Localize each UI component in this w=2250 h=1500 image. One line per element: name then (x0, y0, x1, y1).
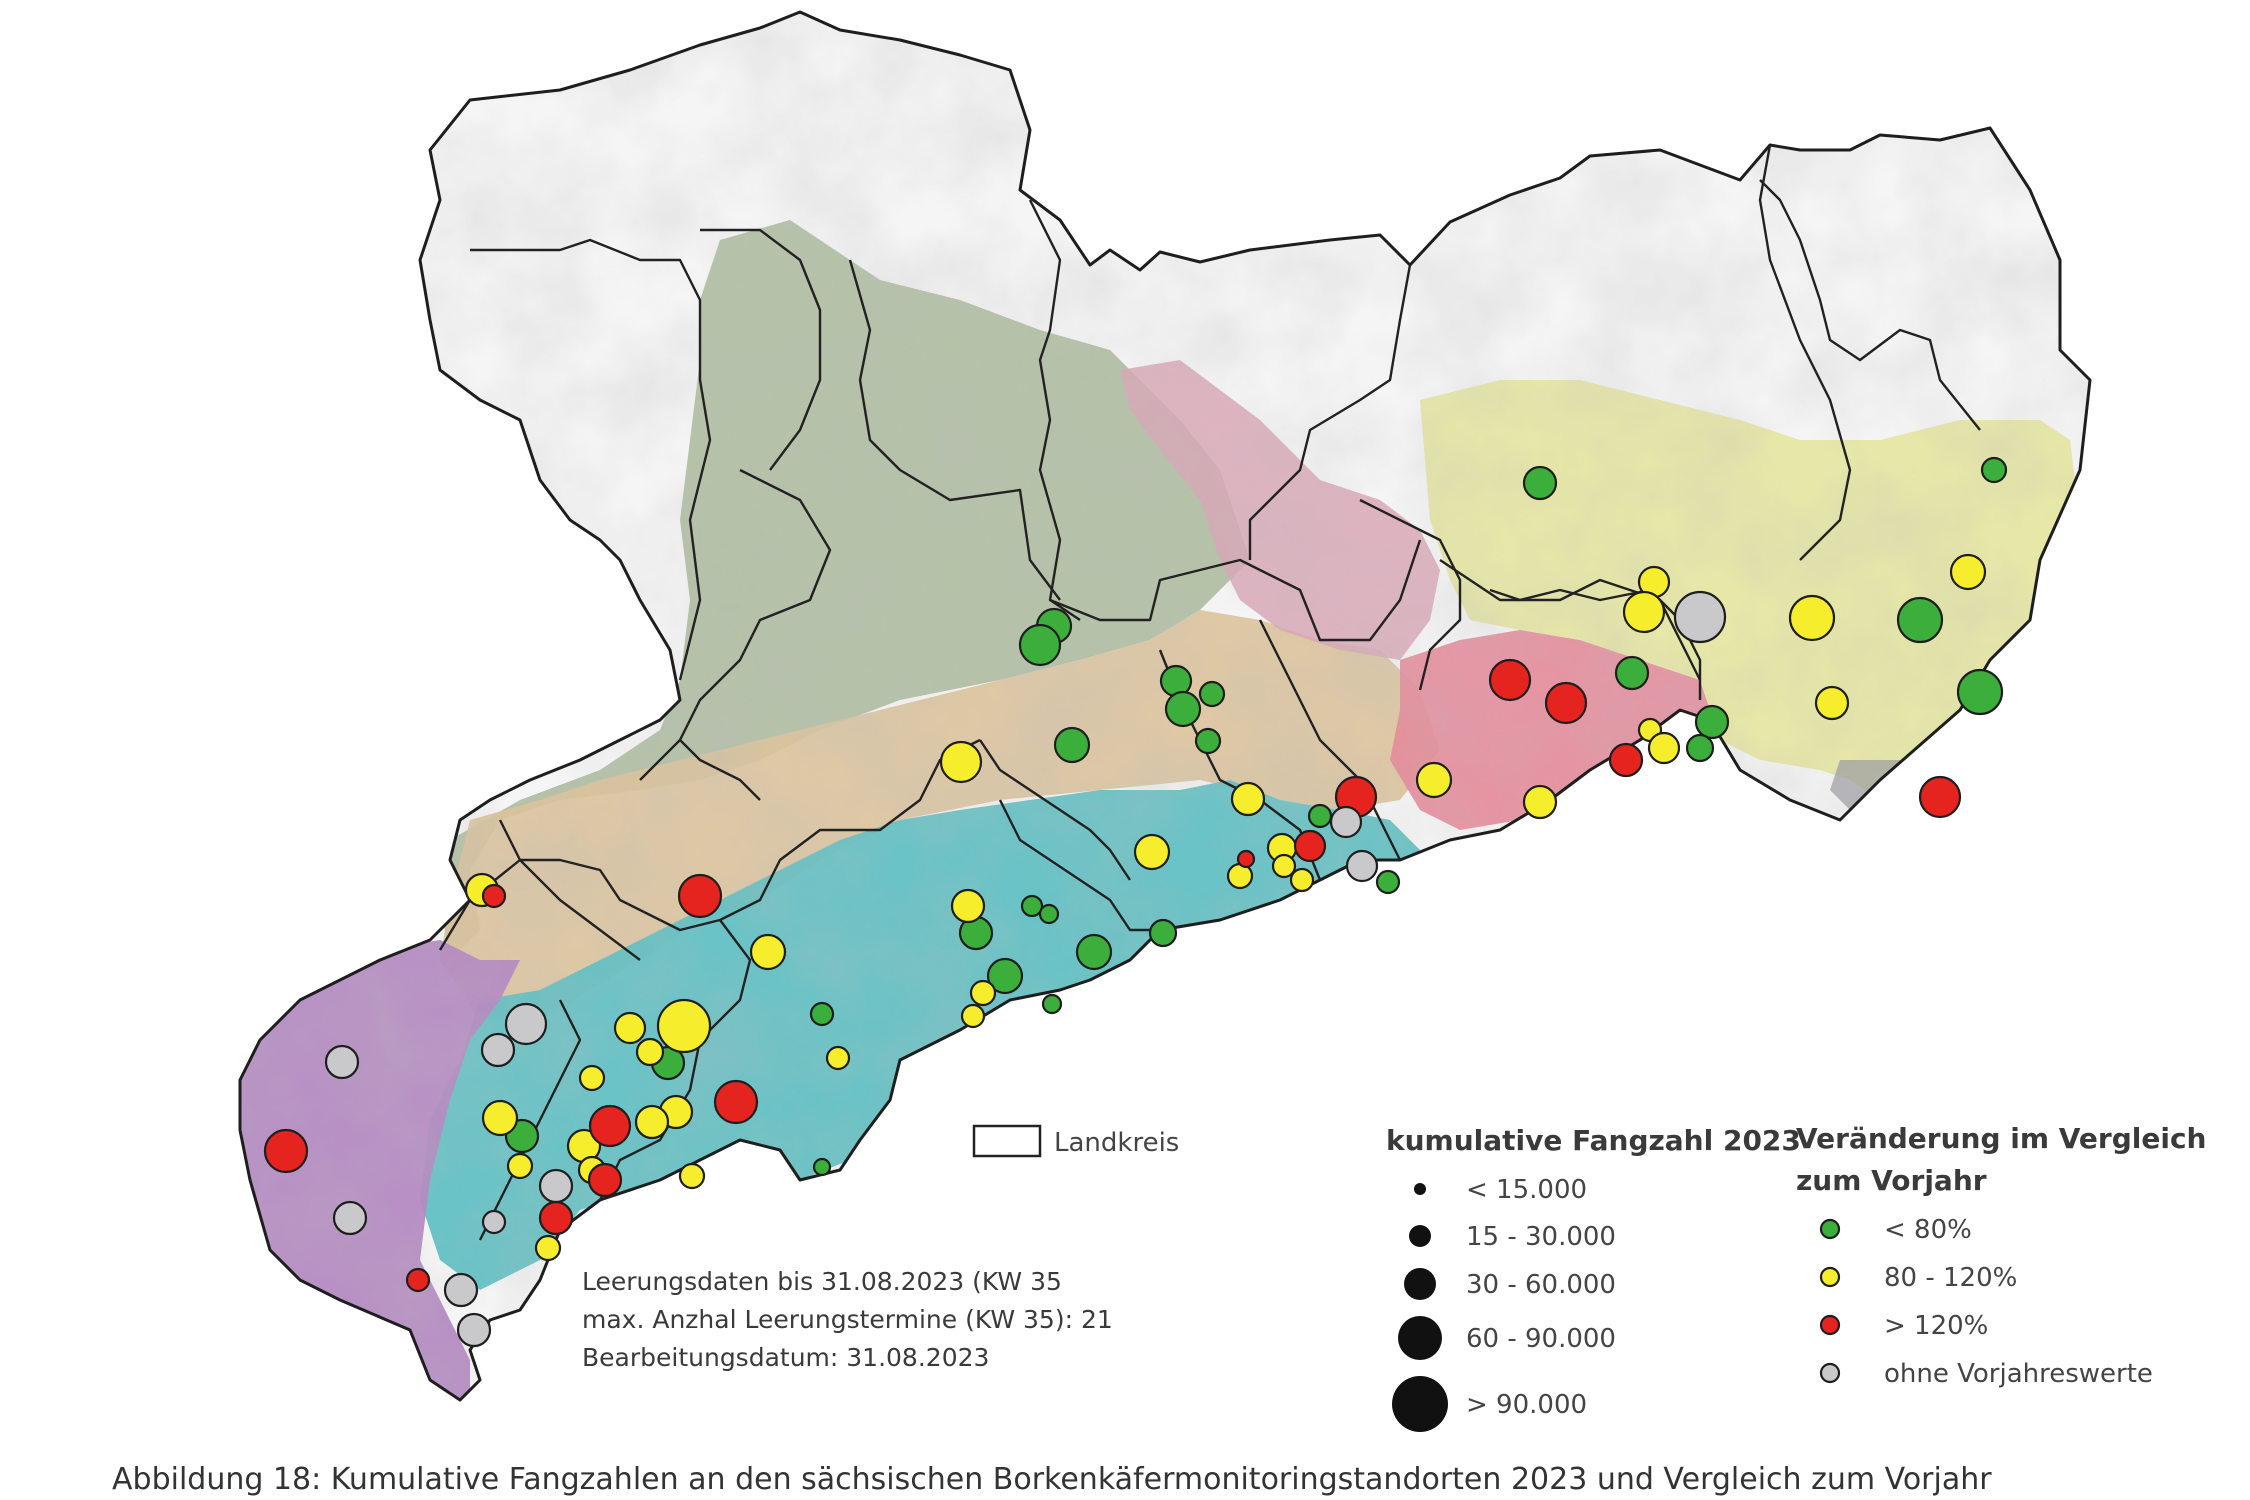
color-legend: Veränderung im Vergleich zum Vorjahr < 8… (1796, 1122, 2206, 1389)
color-swatch-grey (1819, 1362, 1841, 1384)
size-class-5: > 90.000 (1466, 1390, 1587, 1420)
landkreis-swatch (972, 1124, 1042, 1158)
landkreis-label: Landkreis (1054, 1128, 1179, 1158)
figure-caption: Abbildung 18: Kumulative Fangzahlen an d… (112, 1462, 1992, 1497)
size-symbol-1 (1414, 1183, 1426, 1195)
size-symbol-4 (1398, 1316, 1442, 1360)
color-class-4: ohne Vorjahreswerte (1884, 1359, 2153, 1389)
size-symbol-3 (1404, 1268, 1436, 1300)
color-class-2: 80 - 120% (1884, 1263, 2017, 1293)
size-class-1: < 15.000 (1466, 1175, 1587, 1205)
color-class-3: > 120% (1884, 1311, 1988, 1341)
color-legend-title-2: zum Vorjahr (1796, 1164, 1987, 1197)
color-swatch-green (1819, 1218, 1841, 1240)
size-class-3: 30 - 60.000 (1466, 1270, 1616, 1300)
size-class-2: 15 - 30.000 (1466, 1222, 1616, 1252)
info-text: Leerungsdaten bis 31.08.2023 (KW 35 max.… (582, 1267, 1113, 1372)
district-borders (438, 144, 1981, 1241)
state-outline (238, 10, 2092, 1402)
color-legend-title-1: Veränderung im Vergleich (1796, 1122, 2206, 1155)
info-line-3: Bearbeitungsdatum: 31.08.2023 (582, 1343, 989, 1372)
color-swatch-yellow (1819, 1266, 1841, 1288)
info-line-1: Leerungsdaten bis 31.08.2023 (KW 35 (582, 1267, 1062, 1296)
size-legend: kumulative Fangzahl 2023 < 15.000 15 - 3… (1386, 1124, 1801, 1432)
color-swatch-red (1819, 1314, 1841, 1336)
color-class-1: < 80% (1884, 1215, 1972, 1245)
monitoring-markers (263, 456, 2008, 1348)
size-class-4: 60 - 90.000 (1466, 1324, 1616, 1354)
size-symbol-5 (1392, 1376, 1448, 1432)
size-legend-title: kumulative Fangzahl 2023 (1386, 1124, 1801, 1157)
info-line-2: max. Anzhal Leerungstermine (KW 35): 21 (582, 1305, 1113, 1334)
landkreis-legend: Landkreis (972, 1124, 1179, 1158)
size-symbol-2 (1409, 1225, 1431, 1247)
